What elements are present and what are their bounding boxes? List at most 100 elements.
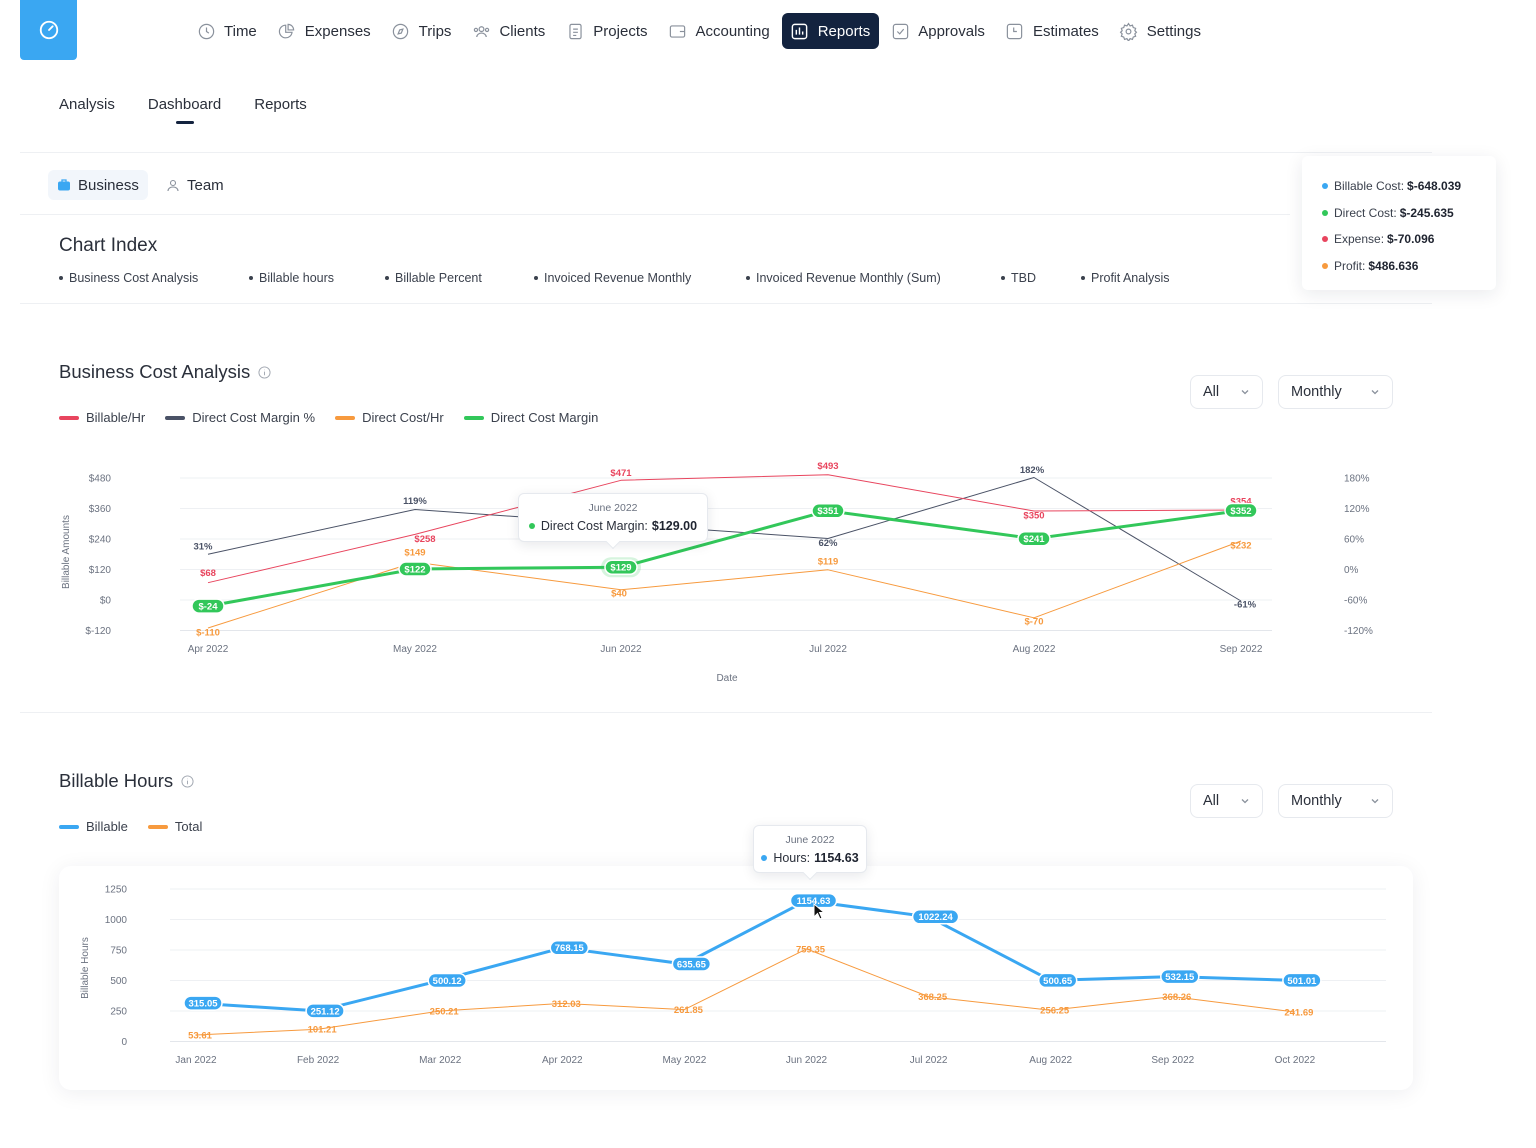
nav-label: Projects <box>593 22 648 40</box>
tooltip-value: 1154.63 <box>814 851 859 865</box>
x-axis-title: Date <box>716 673 738 684</box>
chart-index-link[interactable]: Billable Percent <box>385 271 482 285</box>
team-icon <box>166 178 180 192</box>
data-label: 62% <box>818 538 838 549</box>
chart-index-link[interactable]: Invoiced Revenue Monthly <box>534 271 691 285</box>
legend-swatch <box>165 415 186 420</box>
data-label: $232 <box>1230 541 1251 552</box>
app-logo[interactable] <box>20 0 77 60</box>
series-line <box>207 540 1242 629</box>
nav-label: Approvals <box>918 22 985 40</box>
nav-reports[interactable]: Reports <box>781 13 880 49</box>
data-point-pill <box>1224 502 1258 519</box>
chart-index-link[interactable]: Business Cost Analysis <box>59 271 198 285</box>
data-label: $-70 <box>1024 616 1043 627</box>
nav-estimates[interactable]: Estimates <box>997 13 1108 49</box>
info-icon[interactable] <box>258 365 271 379</box>
x-tick-label: Jul 2022 <box>809 644 847 655</box>
legend-swatch <box>463 415 484 420</box>
series-line <box>207 474 1242 584</box>
y2-tick-label: -60% <box>1344 596 1367 607</box>
users-icon <box>471 21 491 41</box>
divider <box>20 712 1432 713</box>
nav-time[interactable]: Time <box>188 13 266 49</box>
summary-card: Billable Cost: $-648.039 Direct Cost: $-24… <box>1302 156 1496 290</box>
segment-team-button[interactable]: Team <box>157 170 233 200</box>
gear-icon <box>1119 21 1139 41</box>
summary-billable-cost: Billable Cost: $-648.039 <box>1322 173 1496 200</box>
hours-period-select[interactable]: Monthly <box>1278 784 1393 818</box>
tooltip-value: $129.00 <box>651 519 698 533</box>
data-label: $149 <box>404 548 425 559</box>
legend-item[interactable]: Direct Cost Margin <box>463 410 599 425</box>
nav-accounting[interactable]: Accounting <box>659 13 778 49</box>
nav-clients[interactable]: Clients <box>463 13 554 49</box>
hours-chart-card <box>59 866 1413 1090</box>
y2-tick-label: 120% <box>1344 504 1370 515</box>
cost-tooltip: June 2022 Direct Cost Margin: $129.00 <box>518 493 708 550</box>
tooltip-value-row: Hours: 1154.63 <box>754 851 866 865</box>
summary-label: Direct Cost: <box>1334 205 1397 220</box>
legend-swatch <box>147 824 168 829</box>
x-tick-label: Sep 2022 <box>1220 644 1263 655</box>
tab-analysis[interactable]: Analysis <box>59 96 115 113</box>
legend-label: Billable/Hr <box>86 410 146 425</box>
nav-label: Trips <box>418 22 452 40</box>
chart-index-link[interactable]: TBD <box>1001 271 1036 285</box>
tooltip-date: June 2022 <box>785 834 835 846</box>
data-point-pill <box>811 503 845 519</box>
legend-item[interactable]: Direct Cost Margin % <box>165 410 315 425</box>
briefcase-icon <box>57 178 71 192</box>
nav-expenses[interactable]: Expenses <box>269 13 380 49</box>
divider <box>20 152 1432 153</box>
chart-index-link[interactable]: Invoiced Revenue Monthly (Sum) <box>746 271 941 285</box>
summary-value: $-648.039 <box>1407 179 1462 194</box>
legend-label: Direct Cost Margin % <box>192 410 316 425</box>
legend-item[interactable]: Billable/Hr <box>59 410 145 425</box>
chart-index-link[interactable]: Profit Analysis <box>1081 271 1170 285</box>
data-label: $258 <box>414 534 435 545</box>
nav-trips[interactable]: Trips <box>383 13 461 49</box>
cost-filter-select[interactable]: All <box>1190 375 1263 409</box>
x-tick-label: Apr 2022 <box>188 644 229 655</box>
tooltip-label: Hours: <box>773 851 811 865</box>
select-value: All <box>1203 793 1220 809</box>
section-title-text: Business Cost Analysis <box>59 361 251 382</box>
legend-dot <box>1322 236 1328 243</box>
info-icon[interactable] <box>181 774 194 788</box>
segment-business-button[interactable]: Business <box>48 170 148 200</box>
clock-icon <box>196 21 216 41</box>
series-line <box>207 509 1242 608</box>
divider <box>20 214 1290 215</box>
summary-profit: Profit: $486.636 <box>1322 253 1496 280</box>
data-label: $493 <box>817 461 838 472</box>
y-tick-label: $480 <box>89 474 112 485</box>
legend-item[interactable]: Direct Cost/Hr <box>335 410 444 425</box>
chart-index-link[interactable]: Billable hours <box>249 271 334 285</box>
summary-label: Profit: <box>1334 258 1366 273</box>
nav-approvals[interactable]: Approvals <box>882 13 994 49</box>
hours-section-title: Billable Hours <box>59 770 194 792</box>
legend-label: Direct Cost/Hr <box>362 410 444 425</box>
section-title-text: Billable Hours <box>59 770 174 791</box>
compass-icon <box>391 21 411 41</box>
legend-label: Direct Cost Margin <box>490 410 599 425</box>
legend-item[interactable]: Total <box>147 819 202 834</box>
nav-settings[interactable]: Settings <box>1111 13 1210 49</box>
hours-filter-select[interactable]: All <box>1190 784 1263 818</box>
tooltip-tail <box>605 534 621 550</box>
data-point-pill <box>1017 530 1051 547</box>
legend-dot <box>761 855 768 861</box>
data-label: 182% <box>1020 465 1045 476</box>
tab-dashboard[interactable]: Dashboard <box>147 96 222 124</box>
nav-label: Clients <box>499 22 546 40</box>
summary-value: $-70.096 <box>1387 232 1435 247</box>
cost-period-select[interactable]: Monthly <box>1278 375 1393 409</box>
nav-label: Time <box>224 22 257 40</box>
x-tick-label: May 2022 <box>393 644 437 655</box>
tab-reports[interactable]: Reports <box>254 96 307 113</box>
nav-projects[interactable]: Projects <box>557 13 656 49</box>
data-label: $40 <box>611 588 627 599</box>
legend-item[interactable]: Billable <box>59 819 128 834</box>
summary-label: Billable Cost: <box>1334 179 1405 194</box>
